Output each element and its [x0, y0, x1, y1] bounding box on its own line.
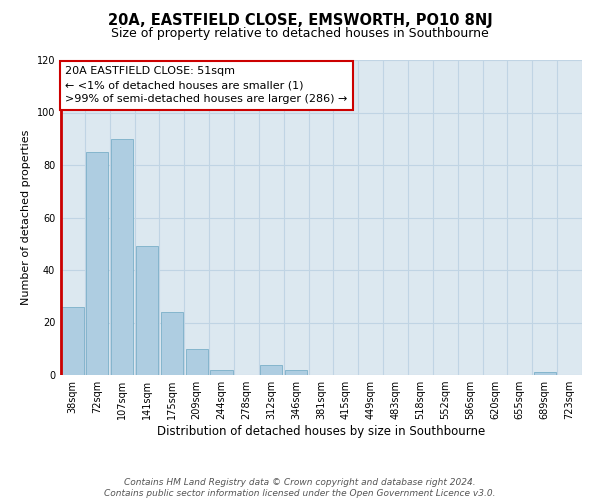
Text: 20A EASTFIELD CLOSE: 51sqm
← <1% of detached houses are smaller (1)
>99% of semi: 20A EASTFIELD CLOSE: 51sqm ← <1% of deta…: [65, 66, 347, 104]
Bar: [86, 152, 109, 375]
Bar: [285, 370, 307, 375]
Bar: [533, 372, 556, 375]
Text: Contains HM Land Registry data © Crown copyright and database right 2024.
Contai: Contains HM Land Registry data © Crown c…: [104, 478, 496, 498]
Text: 20A, EASTFIELD CLOSE, EMSWORTH, PO10 8NJ: 20A, EASTFIELD CLOSE, EMSWORTH, PO10 8NJ: [107, 12, 493, 28]
Bar: [136, 246, 158, 375]
Text: Size of property relative to detached houses in Southbourne: Size of property relative to detached ho…: [111, 28, 489, 40]
Bar: [161, 312, 183, 375]
Bar: [260, 364, 283, 375]
Bar: [211, 370, 233, 375]
Bar: [185, 349, 208, 375]
Bar: [61, 306, 83, 375]
X-axis label: Distribution of detached houses by size in Southbourne: Distribution of detached houses by size …: [157, 425, 485, 438]
Bar: [111, 138, 133, 375]
Y-axis label: Number of detached properties: Number of detached properties: [21, 130, 31, 305]
